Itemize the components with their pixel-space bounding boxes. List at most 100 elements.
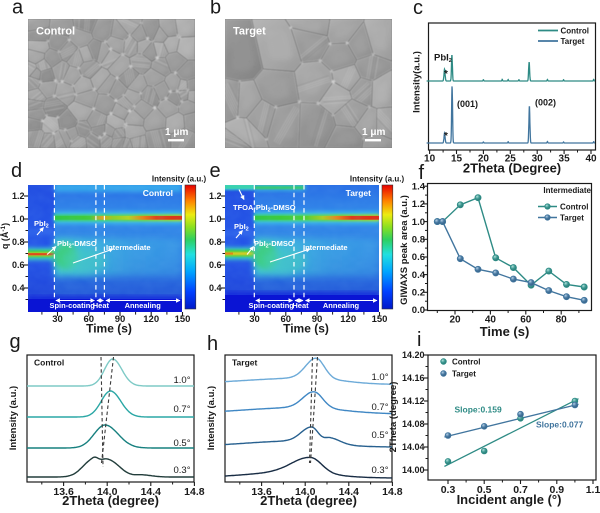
svg-text:1.1: 1.1 [586,484,600,496]
svg-text:2Theta (Degree): 2Theta (Degree) [463,161,561,176]
svg-text:1.0: 1.0 [412,217,425,228]
svg-text:14.00: 14.00 [402,465,425,475]
svg-text:60: 60 [520,315,532,326]
svg-text:2Theta (degree): 2Theta (degree) [388,382,399,453]
svg-text:Target: Target [561,37,585,46]
svg-text:14.8: 14.8 [382,486,403,498]
svg-text:0.4: 0.4 [209,283,222,293]
svg-text:35: 35 [559,154,571,165]
svg-text:PbI2: PbI2 [434,53,452,65]
svg-text:h: h [207,333,218,355]
svg-text:GIWAXS peak area (a.u.): GIWAXS peak area (a.u.) [399,195,410,305]
svg-text:0.8: 0.8 [12,237,25,247]
svg-text:20: 20 [449,315,461,326]
svg-text:30: 30 [249,314,260,325]
svg-text:0.4: 0.4 [12,283,25,293]
svg-text:Intermediate: Intermediate [106,243,151,252]
svg-text:1.0°: 1.0° [372,372,389,383]
svg-text:90: 90 [115,314,126,325]
svg-text:14.04: 14.04 [402,442,425,452]
svg-text:14.16: 14.16 [402,373,425,383]
svg-text:2Theta (degree): 2Theta (degree) [260,493,357,508]
svg-text:Intermediate: Intermediate [303,243,348,252]
svg-text:0.3: 0.3 [441,484,456,496]
svg-text:14.20: 14.20 [402,350,425,360]
svg-text:Heat: Heat [292,301,309,310]
svg-text:*: * [444,69,448,80]
svg-text:g: g [10,331,21,353]
svg-text:30: 30 [52,314,63,325]
svg-text:(002): (002) [535,98,556,108]
svg-text:Spin-coating: Spin-coating [248,301,294,310]
svg-text:0.6: 0.6 [412,252,425,263]
svg-text:80: 80 [556,315,568,326]
svg-text:0.3°: 0.3° [174,465,191,476]
svg-text:Intensity (a.u.): Intensity (a.u.) [152,175,207,184]
svg-text:15: 15 [451,154,463,165]
svg-text:q (Å-1): q (Å-1) [0,223,10,249]
svg-text:Control: Control [36,26,75,38]
svg-text:0.5°: 0.5° [174,438,191,449]
svg-text:90: 90 [312,314,323,325]
svg-text:Slope:0.077: Slope:0.077 [536,420,584,430]
svg-text:13.6: 13.6 [53,486,74,498]
svg-text:150: 150 [372,314,388,325]
svg-text:0.5: 0.5 [477,484,492,496]
svg-text:14.0: 14.0 [295,486,316,498]
svg-text:0.4: 0.4 [412,270,426,281]
svg-text:Intermediate: Intermediate [543,186,591,195]
svg-text:1.4: 1.4 [412,181,426,192]
svg-text:Time (s): Time (s) [283,322,329,336]
svg-text:Incident angle (°): Incident angle (°) [457,492,562,507]
svg-text:Intensity (a.u.): Intensity (a.u.) [8,386,19,450]
svg-text:60: 60 [281,314,292,325]
svg-text:1.0: 1.0 [12,214,25,224]
svg-text:40: 40 [585,154,597,165]
svg-text:0.9: 0.9 [549,484,564,496]
svg-text:Target: Target [233,26,266,38]
svg-text:Time (s): Time (s) [86,322,132,336]
svg-text:Control: Control [452,358,480,367]
svg-text:Target: Target [560,213,584,222]
svg-text:1.2: 1.2 [12,191,25,201]
svg-text:*: * [444,131,448,142]
svg-text:d: d [11,160,22,182]
svg-text:120: 120 [340,314,356,325]
svg-text:25: 25 [505,154,517,165]
svg-text:1.2: 1.2 [209,191,222,201]
svg-text:f: f [419,162,425,184]
svg-text:14.4: 14.4 [141,486,162,498]
svg-text:b: b [210,0,221,19]
svg-text:Target: Target [452,370,476,379]
svg-text:0.6: 0.6 [12,260,25,270]
svg-text:14.08: 14.08 [402,419,425,429]
svg-text:14.12: 14.12 [402,396,425,406]
svg-text:a: a [12,0,24,19]
svg-text:PbI2: PbI2 [234,222,249,233]
svg-text:0.3°: 0.3° [372,465,389,476]
svg-text:1 μm: 1 μm [165,127,188,138]
svg-text:Slope:0.159: Slope:0.159 [455,405,503,415]
svg-text:Target: Target [346,188,372,198]
svg-text:0.8: 0.8 [209,237,222,247]
svg-text:2Theta (degree): 2Theta (degree) [62,493,159,508]
svg-text:e: e [210,160,221,182]
svg-text:Annealing: Annealing [125,301,162,310]
svg-text:14.4: 14.4 [339,486,360,498]
svg-text:Intensity (a.u.): Intensity (a.u.) [350,175,405,184]
svg-text:0.5°: 0.5° [372,430,389,441]
svg-text:10: 10 [424,154,436,165]
svg-text:Control: Control [34,358,64,368]
svg-text:20: 20 [478,154,490,165]
svg-text:0.7°: 0.7° [372,402,389,413]
svg-text:Control: Control [561,27,589,36]
svg-text:Time (s): Time (s) [480,324,530,339]
svg-text:0.2: 0.2 [412,288,425,299]
svg-text:0.8: 0.8 [412,235,425,246]
svg-text:0.7: 0.7 [513,484,528,496]
svg-text:TFOA-PbI2-DMSO: TFOA-PbI2-DMSO [233,203,296,214]
svg-text:(001): (001) [457,99,478,109]
svg-text:1 μm: 1 μm [362,127,385,138]
svg-text:Annealing: Annealing [323,301,360,310]
svg-text:14.0: 14.0 [97,486,118,498]
